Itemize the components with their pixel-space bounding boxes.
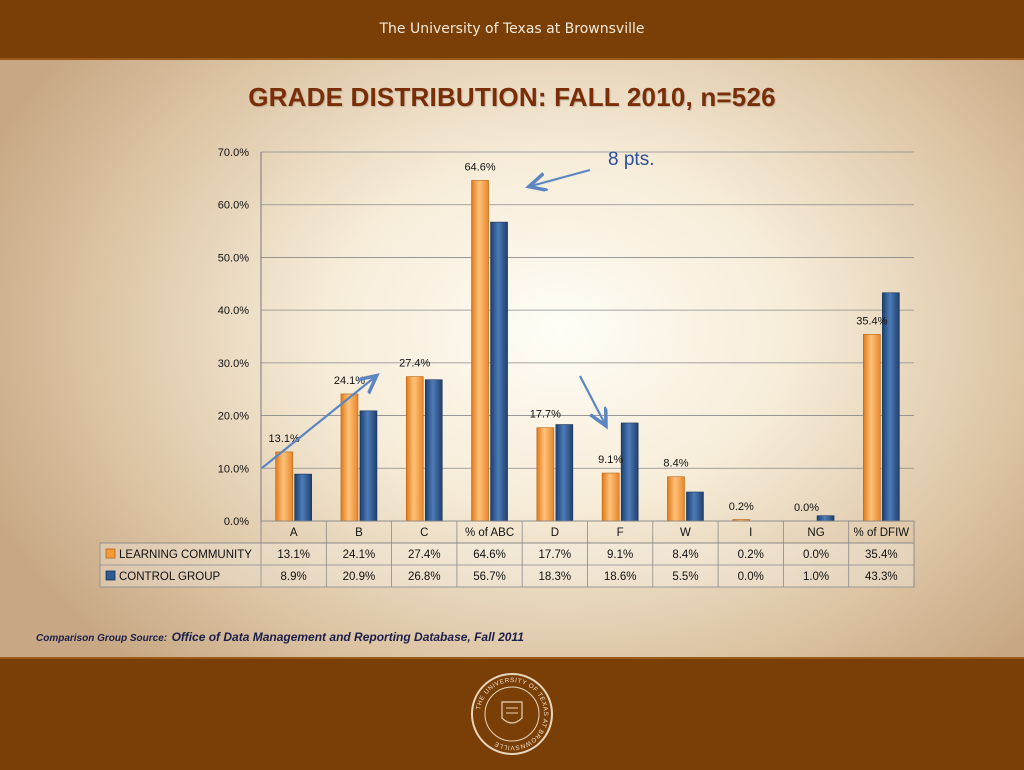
bar-learning-community: [275, 451, 293, 522]
bar-control-group: [490, 221, 508, 522]
y-tick-label: 60.0%: [218, 200, 249, 212]
table-cell-value: 5.5%: [672, 571, 698, 583]
category-label: A: [290, 527, 298, 539]
slide-title: GRADE DISTRIBUTION: FALL 2010, n=526: [248, 82, 776, 112]
category-label: % of DFIW: [854, 527, 910, 539]
table-cell-value: 9.1%: [607, 549, 633, 561]
table-cell-value: 35.4%: [865, 549, 898, 561]
data-label: 24.1%: [334, 375, 365, 387]
legend-key: [105, 570, 116, 581]
table-cell-value: 8.9%: [281, 571, 307, 583]
bar-control-group: [359, 410, 378, 522]
table-cell-value: 13.1%: [277, 549, 310, 561]
data-label: 8.4%: [663, 458, 688, 470]
data-label: 27.4%: [399, 358, 430, 370]
category-label: NG: [807, 527, 824, 539]
bar-learning-community: [340, 393, 359, 522]
bar-learning-community: [405, 376, 424, 522]
bar-learning-community: [471, 180, 489, 522]
table-cell-value: 8.4%: [672, 549, 698, 561]
bar-learning-community: [536, 427, 555, 522]
university-seal-logo: THE UNIVERSITY OF TEXAS AT BROWNSVILLE: [471, 673, 553, 755]
bar-control-group: [294, 473, 312, 522]
data-label: 17.7%: [530, 409, 561, 421]
annotation-arrows: [261, 168, 605, 469]
table-cell-value: 1.0%: [803, 571, 829, 583]
table-cell-value: 0.0%: [803, 549, 829, 561]
bar-control-group: [816, 515, 835, 522]
table-cell-value: 17.7%: [539, 549, 572, 561]
legend-label: CONTROL GROUP: [119, 571, 220, 583]
source-note: Comparison Group Source: Office of Data …: [36, 628, 524, 646]
footer-bar: [0, 657, 1024, 770]
bar-learning-community: [863, 334, 881, 522]
table-cell-value: 26.8%: [408, 571, 441, 583]
bar-control-group: [555, 424, 574, 522]
bar-control-group: [424, 379, 443, 522]
table-cell-value: 64.6%: [473, 549, 506, 561]
trend-arrow-down: [579, 375, 605, 424]
source-text: Office of Data Management and Reporting …: [171, 630, 524, 644]
table-cell-value: 18.3%: [539, 571, 572, 583]
table-cell-value: 20.9%: [343, 571, 376, 583]
table-cell-value: 27.4%: [408, 549, 441, 561]
bar-learning-community: [667, 476, 685, 522]
callout-text: 8 pts.: [608, 149, 654, 170]
source-label: Comparison Group Source:: [36, 633, 168, 644]
table-cell-value: 24.1%: [343, 549, 376, 561]
callout-arrow: [531, 168, 591, 186]
y-tick-label: 10.0%: [218, 463, 249, 475]
data-label: 9.1%: [598, 454, 623, 466]
data-label: 0.2%: [729, 501, 754, 513]
trend-arrow-up: [261, 377, 375, 469]
legend-key: [105, 548, 116, 559]
data-label: 13.1%: [269, 433, 300, 445]
bar-control-group: [686, 491, 704, 522]
table-cell-value: 0.2%: [738, 549, 764, 561]
svg-text:THE UNIVERSITY OF TEXAS AT BRO: THE UNIVERSITY OF TEXAS AT BROWNSVILLE: [475, 677, 549, 751]
bar-learning-community: [601, 472, 620, 522]
category-label: C: [420, 527, 428, 539]
y-tick-label: 30.0%: [218, 358, 249, 370]
category-label: I: [749, 527, 752, 539]
category-label: W: [680, 527, 691, 539]
legend-label: LEARNING COMMUNITY: [119, 549, 252, 561]
category-label: F: [617, 527, 624, 539]
institution-name: The University of Texas at Brownsville: [379, 21, 645, 37]
header-bar: The University of Texas at Brownsville: [0, 0, 1024, 60]
y-tick-label: 70.0%: [218, 147, 249, 159]
table-cell-value: 43.3%: [865, 571, 898, 583]
table-cell-value: 18.6%: [604, 571, 637, 583]
y-tick-label: 20.0%: [218, 411, 249, 423]
y-tick-label: 0.0%: [224, 516, 249, 528]
grade-distribution-chart: 0.0%10.0%20.0%30.0%40.0%50.0%60.0%70.0% …: [99, 147, 915, 588]
category-label: D: [551, 527, 559, 539]
category-label: B: [355, 527, 363, 539]
data-label: 64.6%: [464, 161, 495, 173]
y-tick-label: 50.0%: [218, 252, 249, 264]
table-cell-value: 56.7%: [473, 571, 506, 583]
category-label: % of ABC: [465, 527, 514, 539]
data-label: 35.4%: [856, 315, 887, 327]
data-label: 0.0%: [794, 502, 819, 514]
y-tick-label: 40.0%: [218, 305, 249, 317]
bar-control-group: [620, 422, 639, 522]
table-cell-value: 0.0%: [738, 571, 764, 583]
